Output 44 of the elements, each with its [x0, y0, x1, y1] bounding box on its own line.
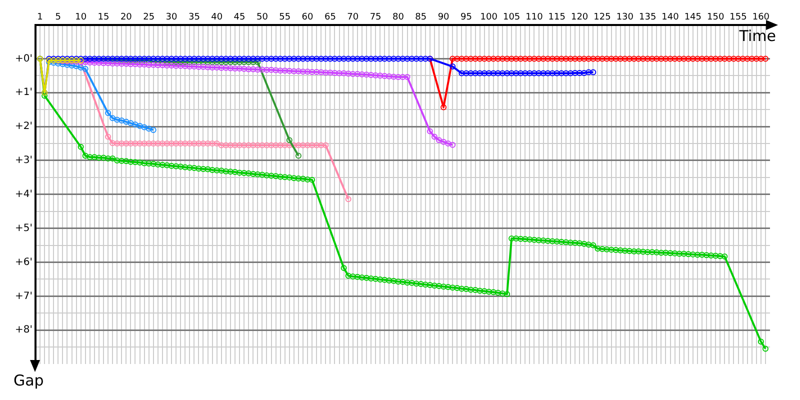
x-tick-label: 40 — [211, 12, 223, 23]
y-tick-label: +5' — [14, 222, 32, 234]
x-tick-label: 45 — [234, 12, 246, 23]
x-tick-label: 30 — [166, 12, 178, 23]
x-tick-label: 135 — [638, 12, 656, 23]
x-tick-label: 50 — [256, 12, 268, 23]
x-tick-label: 145 — [684, 12, 702, 23]
y-tick-label: +4' — [14, 188, 32, 200]
x-tick-label: 35 — [188, 12, 200, 23]
y-tick-label: +3' — [14, 155, 32, 166]
x-tick-label: 90 — [438, 12, 450, 23]
x-axis-title: Time — [738, 27, 776, 46]
y-tick-label: +1' — [14, 87, 32, 98]
x-tick-label: 110 — [526, 12, 544, 23]
x-tick-label: 25 — [143, 12, 155, 23]
y-axis-title: Gap — [13, 371, 44, 390]
y-tick-label: +6' — [14, 256, 32, 268]
x-tick-label: 120 — [570, 12, 588, 23]
x-tick-label: 105 — [502, 12, 520, 23]
x-tick-label: 10 — [75, 12, 87, 23]
x-tick-label: 5 — [55, 12, 62, 23]
y-tick-label: +8' — [14, 324, 32, 336]
y-tick-label: +0' — [14, 53, 32, 64]
x-tick-label: 115 — [548, 12, 566, 23]
x-tick-label: 60 — [302, 12, 314, 23]
y-tick-label: +7' — [14, 290, 32, 302]
x-tick-label: 100 — [480, 12, 498, 23]
x-tick-label: 140 — [662, 12, 680, 23]
x-tick-label: 70 — [347, 12, 359, 23]
x-tick-label: 80 — [392, 12, 404, 23]
x-tick-label: 155 — [730, 12, 747, 23]
x-tick-label: 1 — [37, 12, 43, 23]
x-tick-label: 75 — [370, 12, 382, 23]
x-tick-label: 95 — [460, 12, 472, 23]
x-tick-label: 15 — [98, 12, 110, 23]
y-tick-label: +2' — [14, 121, 32, 132]
x-tick-label: 125 — [594, 12, 611, 23]
x-tick-label: 150 — [707, 12, 724, 23]
x-tick-label: 20 — [120, 12, 132, 23]
x-tick-label: 130 — [616, 12, 634, 23]
x-tick-label: 55 — [279, 12, 291, 23]
x-tick-label: 85 — [415, 12, 427, 23]
x-tick-label: 65 — [324, 12, 336, 23]
x-tick-label: 160 — [752, 12, 770, 23]
